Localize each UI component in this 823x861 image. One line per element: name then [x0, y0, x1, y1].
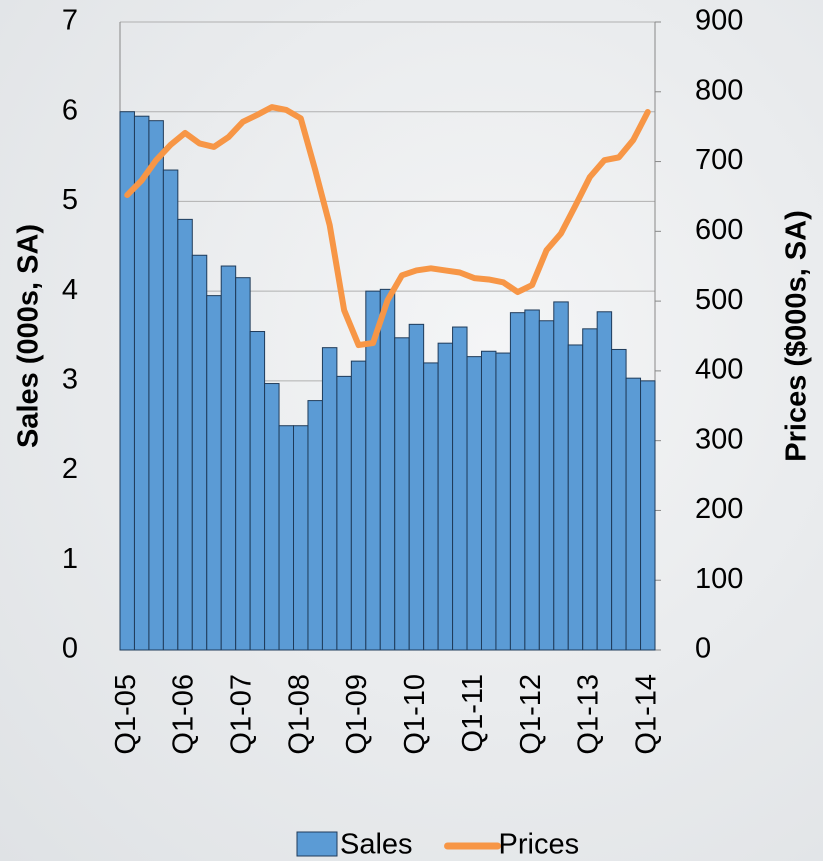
- bar: [625, 377, 642, 651]
- x-tick-label: Q1-06: [168, 674, 200, 755]
- y-tick-label: 1: [62, 543, 78, 575]
- y2-tick-label: 200: [695, 493, 743, 525]
- x-tick-label: Q1-12: [515, 674, 547, 755]
- bar: [509, 312, 526, 651]
- bar: [582, 328, 598, 651]
- x-tick-label: Q1-09: [341, 674, 373, 755]
- bar: [321, 347, 338, 651]
- bar: [264, 383, 280, 651]
- bar: [466, 356, 482, 651]
- y2-tick-label: 600: [695, 214, 743, 246]
- y-tick-label: 0: [62, 633, 78, 665]
- bar: [567, 344, 584, 651]
- bar: [336, 375, 352, 651]
- x-tick-label: Q1-14: [630, 674, 662, 755]
- y2-tick-label: 300: [695, 423, 743, 455]
- y-tick-label: 5: [62, 184, 78, 216]
- y2-tick-label: 400: [695, 354, 743, 386]
- bar: [220, 265, 237, 651]
- x-tick-label: Q1-08: [283, 674, 315, 755]
- y2-tick-label: 700: [695, 144, 743, 176]
- legend-swatch: [296, 831, 338, 857]
- bar: [249, 331, 266, 651]
- bar: [596, 311, 613, 651]
- x-tick-label: Q1-05: [110, 674, 142, 755]
- bar: [162, 169, 179, 651]
- bar: [524, 309, 540, 651]
- x-tick-label: Q1-07: [226, 674, 258, 755]
- line: [124, 104, 651, 349]
- bar: [408, 323, 425, 651]
- bar: [379, 288, 396, 651]
- bar: [394, 337, 410, 651]
- bar: [133, 115, 150, 651]
- y-tick-label: 2: [62, 453, 78, 485]
- y2-tick-label: 100: [695, 563, 743, 595]
- bar: [177, 218, 193, 651]
- bar: [293, 425, 309, 651]
- bar: [640, 380, 656, 651]
- y-tick-label: 7: [62, 5, 78, 37]
- bar: [350, 360, 367, 651]
- bar: [480, 350, 497, 651]
- y2-tick-label: 900: [695, 5, 743, 37]
- bar: [278, 425, 295, 651]
- bar: [538, 320, 555, 651]
- y-tick-label: 4: [62, 274, 78, 306]
- x-tick-label: Q1-11: [457, 674, 489, 752]
- bar: [206, 295, 222, 651]
- y2-tick-label: 0: [695, 633, 711, 665]
- bar: [611, 348, 627, 651]
- x-tick-label: Q1-13: [573, 674, 605, 755]
- bar: [495, 352, 511, 651]
- bar: [437, 342, 454, 651]
- bar: [191, 254, 208, 651]
- y2-tick-label: 800: [695, 74, 743, 106]
- bar: [307, 400, 323, 651]
- bar: [423, 362, 439, 651]
- y2-tick-label: 500: [695, 284, 743, 316]
- bar: [553, 301, 569, 651]
- y2-axis-title: Prices ($000s, SA): [781, 210, 813, 461]
- x-tick-label: Q1-10: [399, 674, 431, 755]
- y-axis-title: Sales (000s, SA): [13, 224, 45, 448]
- legend-label: Prices: [499, 829, 580, 861]
- bar: [148, 120, 164, 651]
- y-tick-label: 3: [62, 364, 78, 396]
- bar: [452, 326, 468, 651]
- y-tick-label: 6: [62, 94, 78, 126]
- bar: [235, 277, 251, 651]
- legend-label: Sales: [340, 829, 413, 861]
